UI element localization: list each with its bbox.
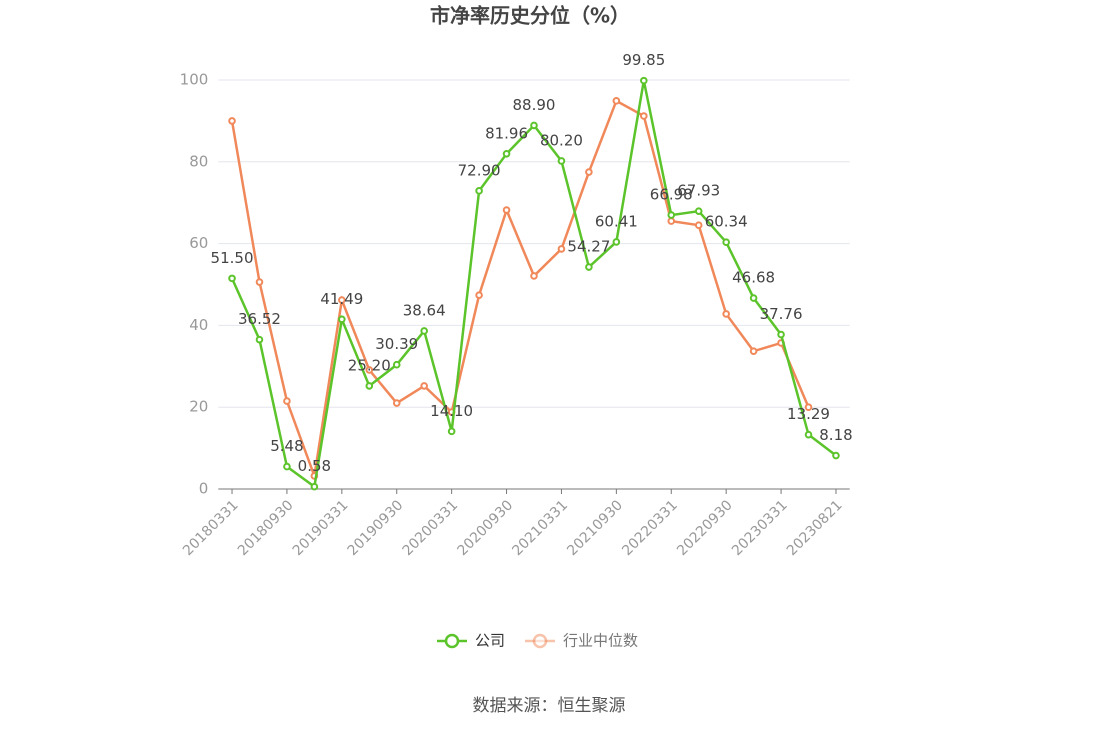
data-point [502,206,511,214]
data-point [585,168,593,176]
data-label: 72.90 [458,161,501,179]
y-tick-label: 80 [189,152,208,170]
y-tick-label: 20 [189,398,208,416]
data-point [640,76,648,85]
data-point [530,272,538,280]
data-point [447,427,456,436]
data-label: 99.85 [622,51,665,69]
data-label: 60.41 [595,212,638,230]
data-point [694,221,703,229]
legend-marker [532,633,548,649]
legend-marker [444,633,460,649]
data-point [502,149,511,158]
data-label: 0.58 [298,457,331,475]
y-tick-label: 40 [189,316,208,334]
data-point [804,403,813,412]
data-point [392,399,401,407]
data-label: 41.49 [320,290,363,308]
data-point [832,451,840,460]
data-point [228,274,236,283]
data-label: 88.90 [513,96,556,114]
data-point [777,330,785,339]
data-point [255,335,264,344]
data-label: 37.76 [760,305,803,323]
source-note: 数据来源：恒生聚源 [473,696,626,716]
data-label: 14.10 [430,402,473,420]
x-tick-label: 20180331 [180,497,242,559]
data-point [749,294,758,302]
series-line [230,99,810,481]
data-point [475,291,483,299]
y-tick-label: 60 [189,234,208,252]
x-tick-label: 20190930 [345,497,407,559]
data-label: 38.64 [403,301,446,319]
data-label: 8.18 [819,426,852,444]
x-tick-label: 20210930 [564,497,626,559]
x-tick-label: 20230331 [729,497,791,559]
data-point [420,382,428,390]
data-point [804,430,813,439]
data-point [338,315,346,324]
data-point [585,263,593,271]
data-point [557,245,566,253]
data-point [612,238,621,246]
data-point [667,211,676,219]
data-label: 80.20 [540,131,583,149]
data-point [612,97,621,105]
data-point [310,482,319,491]
data-point [722,310,730,318]
x-tick-label: 20200331 [400,497,462,559]
data-point [255,278,264,286]
data-point [392,360,401,369]
x-tick-label: 20200930 [454,497,516,559]
x-tick-label: 20180930 [235,497,297,559]
y-tick-label: 0 [199,480,209,498]
x-tick-label: 20210331 [509,497,571,559]
data-point [667,217,676,225]
data-label: 25.20 [348,356,391,374]
data-label: 67.93 [677,182,720,200]
data-label: 13.29 [787,405,830,423]
data-label: 36.52 [238,310,281,328]
data-label: 60.34 [705,213,748,231]
data-point [557,157,566,165]
legend-label: 公司 [475,632,505,650]
data-point [640,112,648,120]
data-point [722,238,730,247]
x-tick-label: 20190331 [290,497,352,559]
data-point [749,347,758,355]
data-point [338,296,346,304]
chart-title: 市净率历史分位（%） [430,4,630,28]
data-point [283,462,291,471]
data-label: 30.39 [375,335,418,353]
data-label: 81.96 [485,124,528,142]
x-tick-label: 20220930 [674,497,736,559]
data-label: 66.98 [650,186,693,204]
data-label: 46.68 [732,269,775,287]
data-label: 54.27 [567,238,610,256]
data-point [694,207,703,215]
data-point [530,121,538,130]
data-point [365,366,374,374]
data-label: 51.50 [211,249,254,267]
data-point [365,382,374,390]
y-tick-label: 100 [180,71,209,89]
x-tick-label: 20230821 [784,497,846,559]
data-point [420,327,428,335]
data-point [475,187,483,195]
data-point [228,117,236,125]
legend-label: 行业中位数 [563,632,638,650]
x-tick-label: 20220331 [619,497,681,559]
data-label: 5.48 [270,437,303,455]
data-point [283,397,291,405]
